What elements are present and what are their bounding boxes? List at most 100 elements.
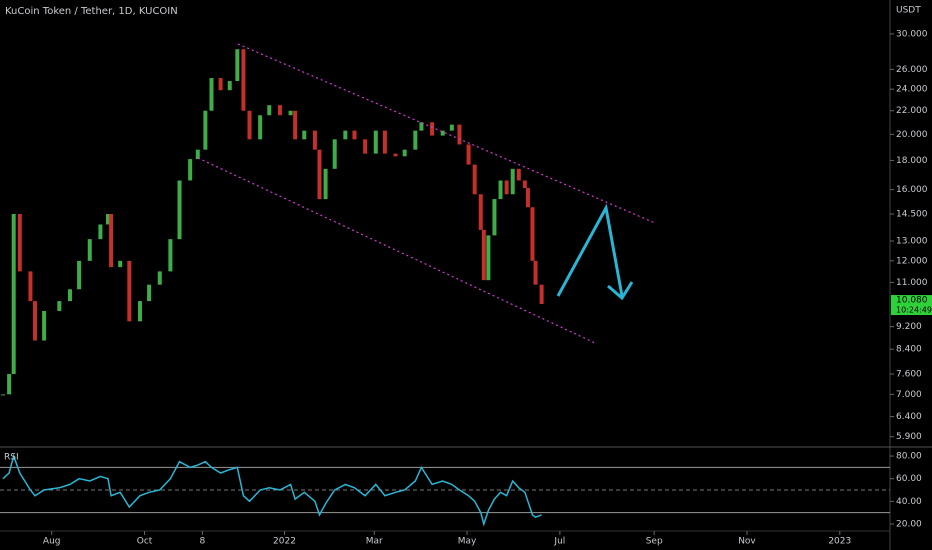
y-tick-label: 6.400 xyxy=(896,412,922,422)
y-tick-label: 30.000 xyxy=(896,29,928,39)
candle xyxy=(533,260,538,285)
rsi-title: RSI xyxy=(4,453,19,463)
x-tick-label: Mar xyxy=(366,537,383,547)
rsi-line xyxy=(2,453,542,527)
last-price-label: 10.080 xyxy=(896,296,928,306)
candle xyxy=(218,78,223,91)
candle xyxy=(504,180,509,195)
countdown-label: 10:24:49 xyxy=(896,306,932,315)
candle xyxy=(440,130,445,136)
y-tick-label: 26.000 xyxy=(896,65,928,75)
y-tick-label: 16.000 xyxy=(896,185,928,195)
channel-upper xyxy=(237,43,656,224)
candle xyxy=(382,130,387,154)
marks xyxy=(0,49,890,527)
x-tick-label: Aug xyxy=(43,537,61,547)
rsi-tick-label: 20.00 xyxy=(896,519,922,529)
candle xyxy=(466,144,471,165)
candle xyxy=(516,168,521,181)
candle xyxy=(498,180,503,200)
candle xyxy=(241,49,246,111)
candle xyxy=(1,394,6,396)
candle xyxy=(258,115,263,140)
y-tick-label: 14.500 xyxy=(896,209,928,219)
arrow-head xyxy=(607,281,634,301)
candle xyxy=(177,180,182,240)
candle xyxy=(203,110,208,150)
candle xyxy=(28,271,33,302)
candle xyxy=(67,289,72,302)
y-tick-label: 22.000 xyxy=(896,106,928,116)
candle xyxy=(109,213,114,268)
candle xyxy=(302,130,307,140)
candle xyxy=(457,124,462,145)
rsi-tick-label: 80.00 xyxy=(896,452,922,462)
x-tick-label: 8 xyxy=(199,537,205,547)
candle xyxy=(235,49,240,82)
x-tick-label: Sep xyxy=(646,537,663,547)
candle xyxy=(363,139,368,154)
candle xyxy=(293,110,298,140)
candle xyxy=(472,164,477,195)
candle xyxy=(87,239,92,261)
candle xyxy=(157,271,162,285)
candle xyxy=(430,122,435,136)
x-tick-label: Jul xyxy=(553,537,565,547)
candle xyxy=(525,188,530,208)
candle xyxy=(393,153,398,157)
candle xyxy=(530,207,535,261)
candle xyxy=(137,301,142,322)
y-tick-label: 11.000 xyxy=(896,278,928,288)
candle xyxy=(42,311,47,341)
candle xyxy=(419,122,424,131)
y-tick-label: 20.000 xyxy=(896,130,928,140)
candle xyxy=(188,159,193,181)
candle xyxy=(17,213,22,272)
candle xyxy=(312,130,317,150)
candle xyxy=(373,130,378,154)
candle xyxy=(288,110,293,116)
last-price-tag xyxy=(891,295,932,316)
candle xyxy=(106,213,111,225)
chart-title: KuCoin Token / Tether, 1D, KUCOIN xyxy=(5,6,178,17)
candle xyxy=(32,301,37,341)
candle xyxy=(77,260,82,290)
candle xyxy=(168,239,173,272)
x-tick-label: 2022 xyxy=(273,537,296,547)
candle xyxy=(11,213,16,374)
y-tick-label: 8.400 xyxy=(896,345,922,355)
x-tick-label: May xyxy=(458,537,477,547)
candle xyxy=(413,130,418,150)
x-tick-label: 2023 xyxy=(828,537,851,547)
candle xyxy=(343,130,348,140)
candle xyxy=(227,81,232,91)
candle xyxy=(402,149,407,157)
x-tick-label: Nov xyxy=(738,537,756,547)
candle xyxy=(317,149,322,200)
y-tick-label: 24.000 xyxy=(896,85,928,95)
candle xyxy=(277,105,282,116)
candle xyxy=(486,235,491,281)
rsi-tick-label: 40.00 xyxy=(896,497,922,507)
candle xyxy=(522,180,527,189)
candle xyxy=(332,139,337,169)
candle xyxy=(510,168,515,195)
y-tick-label: 5.900 xyxy=(896,432,922,442)
candle xyxy=(118,260,123,268)
y-tick-label: 7.600 xyxy=(896,369,922,379)
candle xyxy=(147,284,152,302)
y-tick-label: 7.000 xyxy=(896,390,922,400)
candle xyxy=(323,168,328,200)
candle xyxy=(195,149,200,160)
candle xyxy=(478,194,483,230)
projection-arrow xyxy=(556,203,624,297)
unit-label: USDT xyxy=(896,6,921,16)
candle xyxy=(247,110,252,140)
y-tick-label: 18.000 xyxy=(896,156,928,166)
candle xyxy=(209,78,214,111)
candle xyxy=(449,124,454,131)
candle xyxy=(7,373,12,395)
candle xyxy=(492,199,497,236)
